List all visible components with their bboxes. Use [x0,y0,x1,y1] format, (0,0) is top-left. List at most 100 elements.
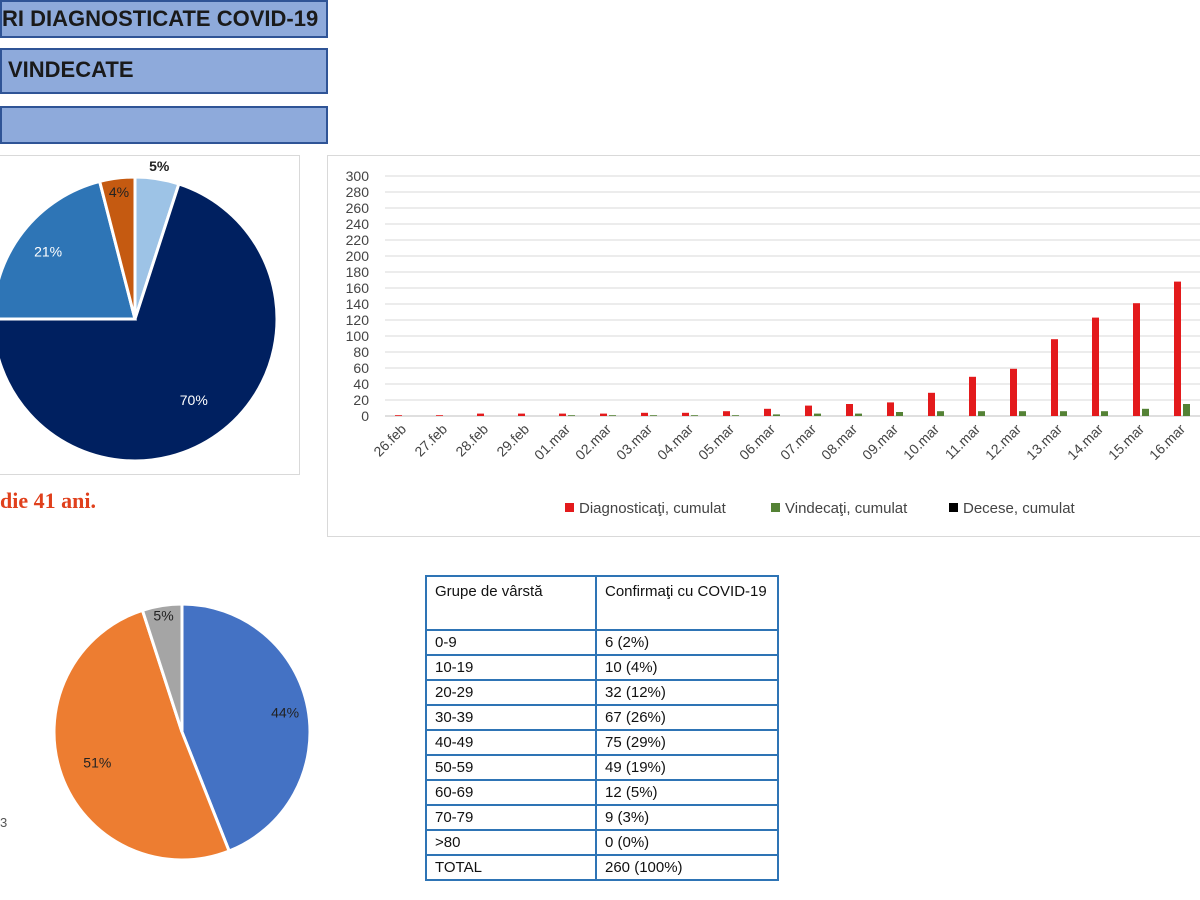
table-cell-age-group: 10-19 [425,654,597,681]
x-tick-label: 06.mar [736,421,778,463]
age-note: die 41 ani. [0,488,96,513]
bar-0 [928,392,935,416]
table-header-age: Grupe de vârstă [425,575,597,631]
legend-item: Decese, cumulat [949,500,1076,517]
bar-0 [1092,317,1099,416]
legend-label: Decese, cumulat [963,500,1076,517]
bar-0 [887,402,894,416]
header-vindecate: VINDECATE [0,48,328,94]
legend-swatch [771,503,780,512]
legend-swatch [565,503,574,512]
table-cell-age-group: 30-39 [425,704,597,731]
bar-1 [937,411,944,416]
y-tick-label: 20 [353,392,369,408]
table-cell-confirmed: 0 (0%) [595,829,779,856]
table-row: 60-69 12 (5%) [425,779,779,806]
x-tick-label: 26.feb [370,421,409,460]
y-tick-label: 160 [346,280,370,296]
bar-0 [641,412,648,416]
bar-1 [609,415,616,416]
table-header-row: Grupe de vârstă Confirmaţi cu COVID-19 [425,575,779,631]
table-cell-confirmed: 75 (29%) [595,729,779,756]
x-tick-label: 08.mar [818,421,860,463]
bar-0 [1174,281,1181,416]
table-row: 0-9 6 (2%) [425,629,779,656]
bar-1 [1060,411,1067,416]
pie-top-label: 70% [180,392,208,408]
bar-1 [1183,404,1190,416]
x-tick-label: 10.mar [900,421,942,463]
pie-top-label: 21% [34,244,62,260]
table-cell-confirmed: 10 (4%) [595,654,779,681]
table-row: 30-39 67 (26%) [425,704,779,731]
y-tick-label: 260 [346,200,370,216]
table-cell-age-group: >80 [425,829,597,856]
legend-item: Diagnosticaţi, cumulat [565,500,727,517]
table-row: 40-49 75 (29%) [425,729,779,756]
pie-chart-panel-top: 5% 70% 21% 4% [0,155,300,475]
bar-0 [559,413,566,416]
pie-chart-top: 5% 70% 21% 4% [0,158,279,463]
x-tick-label: 14.mar [1064,421,1106,463]
table-cell-age-group: 70-79 [425,804,597,831]
table-cell-age-group: 0-9 [425,629,597,656]
header-diagnosticate: RI DIAGNOSTICATE COVID-19 [0,0,328,38]
table-cell-age-group: TOTAL [425,854,597,881]
table-row: TOTAL 260 (100%) [425,854,779,881]
bar-0 [969,376,976,416]
header-vindecate-text: VINDECATE [8,57,134,82]
table-cell-confirmed: 6 (2%) [595,629,779,656]
table-row: 50-59 49 (19%) [425,754,779,781]
table-cell-confirmed: 67 (26%) [595,704,779,731]
legend-item: Vindecaţi, cumulat [771,500,908,517]
x-tick-label: 07.mar [777,421,819,463]
y-tick-label: 100 [346,328,370,344]
x-tick-label: 27.feb [411,421,450,460]
table-cell-confirmed: 12 (5%) [595,779,779,806]
bar-0 [723,411,730,416]
bar-0 [1051,339,1058,416]
pie-top-slice [0,182,279,463]
header-diagnosticate-text: RI DIAGNOSTICATE COVID-19 [2,6,319,31]
y-tick-label: 120 [346,312,370,328]
legend-label: Vindecaţi, cumulat [785,500,908,517]
table-row: 70-79 9 (3%) [425,804,779,831]
bar-chart-panel: 0 20 40 60 80 100 120 140 160 180 200 220 240 260 280 3… [327,155,1200,537]
y-tick-label: 140 [346,296,370,312]
bar-1 [732,415,739,416]
bar-0 [682,412,689,416]
bar-0 [764,408,771,416]
pie-top-label: 4% [109,184,129,200]
table-cell-confirmed: 9 (3%) [595,804,779,831]
bar-0 [1133,303,1140,416]
y-tick-label: 40 [353,376,369,392]
table-row: 20-29 32 (12%) [425,679,779,706]
header-empty [0,106,328,144]
pie-bottom-label: 51% [83,754,111,770]
table-cell-confirmed: 32 (12%) [595,679,779,706]
table-cell-confirmed: 49 (19%) [595,754,779,781]
bar-1 [896,412,903,416]
table-cell-age-group: 60-69 [425,779,597,806]
pie-bottom-label: 44% [271,704,299,720]
table-cell-confirmed: 260 (100%) [595,854,779,881]
y-tick-label: 280 [346,184,370,200]
table-header-confirmed: Confirmaţi cu COVID-19 [595,575,779,631]
bar-0 [518,413,525,416]
x-tick-label: 13.mar [1023,421,1065,463]
bar-1 [1101,411,1108,416]
x-tick-label: 29.feb [493,421,532,460]
x-tick-label: 02.mar [572,421,614,463]
y-tick-label: 200 [346,248,370,264]
y-tick-label: 60 [353,360,369,376]
x-tick-label: 04.mar [654,421,696,463]
table-cell-age-group: 40-49 [425,729,597,756]
pie-top-slice [97,175,137,320]
pie-top-label: 5% [149,158,170,174]
bar-1 [568,415,575,416]
bar-1 [855,413,862,416]
legend-swatch [949,503,958,512]
bar-1 [691,415,698,416]
stray-text: 3 [0,815,8,830]
bar-0 [846,404,853,416]
